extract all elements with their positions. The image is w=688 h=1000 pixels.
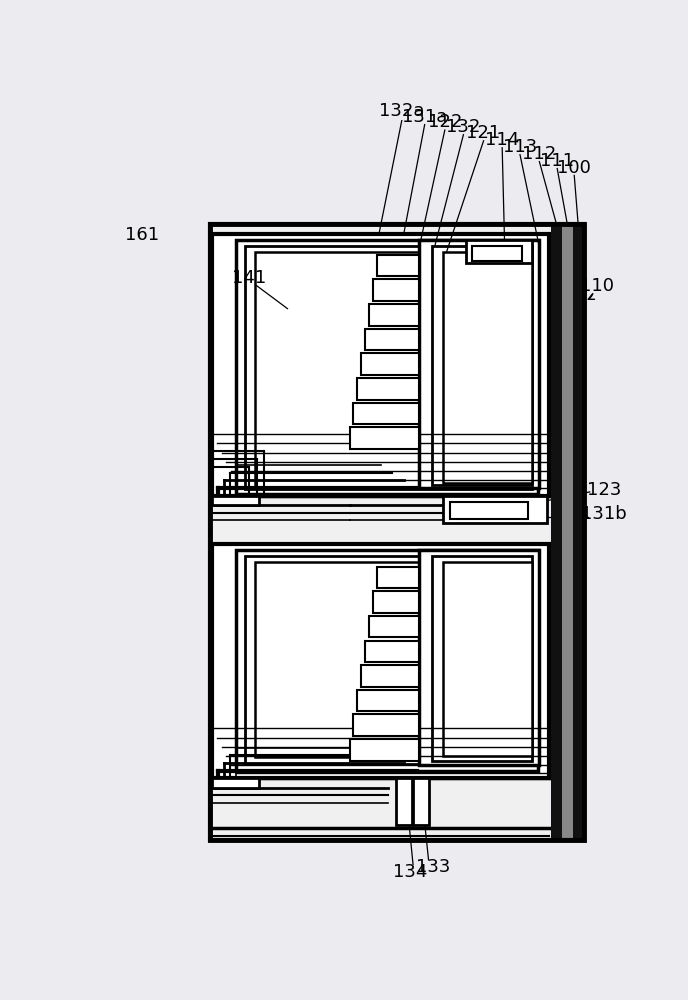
Text: 134: 134 <box>393 863 427 881</box>
Bar <box>450 502 528 519</box>
Bar <box>213 778 259 788</box>
Bar <box>361 665 419 687</box>
Text: 100: 100 <box>557 159 591 177</box>
Bar <box>357 690 419 711</box>
Bar <box>419 240 539 488</box>
Bar <box>210 224 584 840</box>
Bar <box>354 714 419 736</box>
Bar <box>350 739 419 761</box>
Bar <box>213 226 548 838</box>
Bar <box>245 556 532 764</box>
Bar <box>210 224 584 840</box>
Bar <box>361 353 419 375</box>
Bar <box>373 279 419 301</box>
Bar <box>369 616 419 637</box>
Bar <box>466 240 532 263</box>
Bar <box>350 427 419 449</box>
Bar <box>376 567 419 588</box>
Text: 141: 141 <box>232 269 266 287</box>
Text: 121: 121 <box>466 124 501 142</box>
Bar <box>213 234 548 496</box>
Bar <box>357 378 419 400</box>
Text: 132a: 132a <box>380 102 425 120</box>
Bar <box>442 496 547 523</box>
Bar <box>376 255 419 276</box>
Bar <box>431 246 533 485</box>
Text: 133: 133 <box>416 858 451 876</box>
Bar <box>572 224 584 840</box>
Bar <box>369 304 419 326</box>
Bar <box>213 544 548 778</box>
Bar <box>396 778 411 825</box>
Bar <box>245 246 532 489</box>
Text: 161: 161 <box>125 227 159 244</box>
Text: 110: 110 <box>581 277 614 295</box>
Text: 111: 111 <box>540 152 574 170</box>
Text: 131a: 131a <box>402 108 447 126</box>
Bar <box>373 591 419 613</box>
Bar <box>354 403 419 424</box>
Text: 123: 123 <box>586 481 621 499</box>
Bar <box>213 496 259 505</box>
Bar <box>562 224 572 840</box>
Bar <box>431 556 533 761</box>
Bar <box>255 562 526 757</box>
Text: 113: 113 <box>503 138 537 156</box>
Bar <box>442 252 532 483</box>
Bar <box>413 778 429 825</box>
Text: 132: 132 <box>447 118 481 136</box>
Bar <box>365 641 419 662</box>
Text: 112: 112 <box>522 145 557 163</box>
Bar <box>551 224 562 840</box>
Bar <box>255 252 526 487</box>
Text: 131b: 131b <box>581 505 627 523</box>
Bar <box>419 550 539 765</box>
Text: 114: 114 <box>485 131 519 149</box>
Bar <box>442 562 532 756</box>
Bar <box>235 240 538 494</box>
Bar <box>235 550 538 771</box>
Bar <box>472 246 522 261</box>
Text: 122: 122 <box>428 113 462 131</box>
Bar <box>365 329 419 350</box>
